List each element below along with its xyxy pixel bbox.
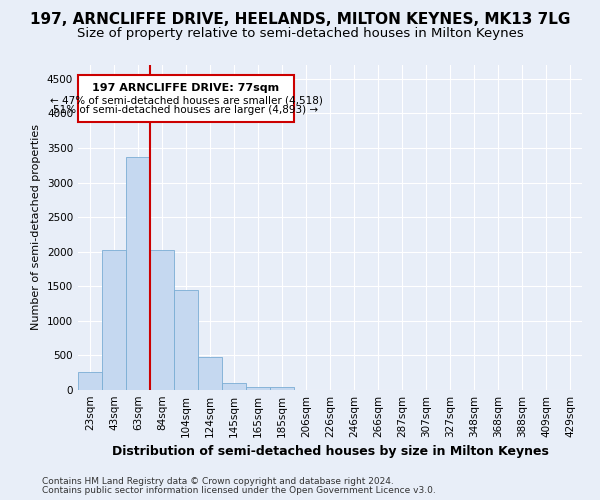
Bar <box>246 386 270 390</box>
Bar <box>222 384 246 390</box>
Text: Contains HM Land Registry data © Crown copyright and database right 2024.: Contains HM Land Registry data © Crown c… <box>42 477 394 486</box>
Bar <box>78 372 102 390</box>
Text: 197 ARNCLIFFE DRIVE: 77sqm: 197 ARNCLIFFE DRIVE: 77sqm <box>92 83 280 93</box>
Text: 51% of semi-detached houses are larger (4,893) →: 51% of semi-detached houses are larger (… <box>53 106 319 116</box>
Bar <box>102 250 126 390</box>
Text: 197, ARNCLIFFE DRIVE, HEELANDS, MILTON KEYNES, MK13 7LG: 197, ARNCLIFFE DRIVE, HEELANDS, MILTON K… <box>30 12 570 28</box>
Bar <box>270 387 294 390</box>
Text: Contains public sector information licensed under the Open Government Licence v3: Contains public sector information licen… <box>42 486 436 495</box>
Bar <box>78 74 294 122</box>
Text: ← 47% of semi-detached houses are smaller (4,518): ← 47% of semi-detached houses are smalle… <box>50 96 322 106</box>
X-axis label: Distribution of semi-detached houses by size in Milton Keynes: Distribution of semi-detached houses by … <box>112 446 548 458</box>
Bar <box>198 357 222 390</box>
Bar <box>174 290 198 390</box>
Text: Size of property relative to semi-detached houses in Milton Keynes: Size of property relative to semi-detach… <box>77 28 523 40</box>
Bar <box>126 157 150 390</box>
Bar <box>150 250 174 390</box>
Y-axis label: Number of semi-detached properties: Number of semi-detached properties <box>31 124 41 330</box>
